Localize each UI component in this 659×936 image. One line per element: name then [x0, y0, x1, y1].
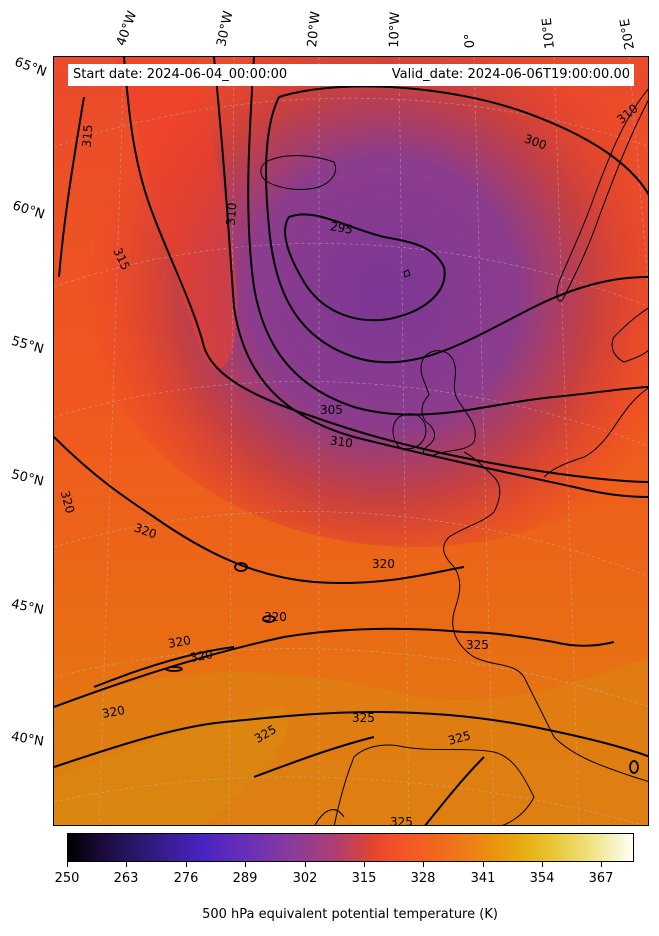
colorbar-tick [305, 862, 306, 867]
contour-label: 325 [352, 711, 375, 725]
contour-325-b [463, 631, 615, 647]
lat-label: 65°N [12, 54, 49, 81]
contour-310 [213, 57, 648, 498]
red-band-west [114, 57, 237, 369]
contour-label: 305 [320, 403, 343, 417]
colorbar-title: 500 hPa equivalent potential temperature… [202, 907, 498, 922]
lon-label: 30°W [214, 9, 237, 48]
contour-label: 315 [79, 123, 96, 149]
contour-label: 310 [329, 433, 354, 451]
colorbar-tick-label: 354 [529, 871, 555, 886]
contour-315-a [123, 57, 648, 483]
map-panel: 315 310 315 300 295 305 310 320 320 320 … [53, 56, 649, 826]
header-box: Start date: 2024-06-04_00:00:00 Valid_da… [68, 64, 634, 86]
start-date-text: Start date: 2024-06-04_00:00:00 [73, 67, 288, 82]
colorbar-tick [423, 862, 424, 867]
colorbar-tick-label: 250 [54, 871, 80, 886]
lat-label: 45°N [9, 596, 45, 619]
contour-325-d [424, 756, 485, 825]
colorbar-tick [186, 862, 187, 867]
contour-label: 325 [466, 638, 489, 652]
contour-320-c [93, 646, 235, 688]
coastlines [260, 88, 648, 825]
lat-label: 50°N [9, 467, 46, 490]
colorbar-tick [245, 862, 246, 867]
contour-325-a [54, 710, 648, 768]
colorbar-tick [601, 862, 602, 867]
small-contours [165, 562, 639, 774]
colorbar-tick-label: 263 [113, 871, 139, 886]
colorbar-tick-label: 289 [232, 871, 258, 886]
contour-295 [284, 213, 446, 322]
contour-label: 320 [372, 557, 395, 571]
colorbar-tick [483, 862, 484, 867]
lat-label: 55°N [9, 333, 46, 358]
lat-label: 40°N [9, 729, 45, 750]
contour-325-c [253, 736, 375, 778]
map-svg [54, 57, 648, 825]
contour-label: 310 [223, 201, 240, 227]
colorbar-tick [364, 862, 365, 867]
colorbar-tick-label: 367 [588, 871, 614, 886]
lon-label: 10°E [539, 16, 558, 50]
lat-label: 60°N [10, 198, 47, 223]
graticule [54, 57, 648, 825]
lon-label: 0° [462, 33, 478, 49]
colorbar-tick-label: 302 [292, 871, 318, 886]
contour-320-a [54, 436, 465, 584]
colorbar-tick-label: 315 [351, 871, 377, 886]
colorbar-tick-label: 341 [470, 871, 496, 886]
lon-label: 20°E [617, 17, 638, 51]
colorbar-tick-label: 328 [410, 871, 436, 886]
colorbar-tick [126, 862, 127, 867]
colorbar-tick-label: 276 [173, 871, 199, 886]
contour-320-b [54, 627, 465, 708]
colorbar-tick [542, 862, 543, 867]
contour-label: 325 [390, 815, 413, 826]
colorbar-tick [67, 862, 68, 867]
contour-lines [54, 57, 648, 825]
colorbar [67, 833, 634, 862]
contour-305 [247, 57, 648, 416]
lon-label: 40°W [113, 9, 141, 48]
contour-300 [265, 85, 648, 364]
contour-label: 320 [264, 610, 287, 624]
contour-315-b [58, 96, 85, 278]
lon-label: 10°W [387, 11, 404, 48]
lon-label: 20°W [305, 10, 324, 49]
valid-date-text: Valid_date: 2024-06-06T19:00:00.00 [391, 67, 630, 82]
